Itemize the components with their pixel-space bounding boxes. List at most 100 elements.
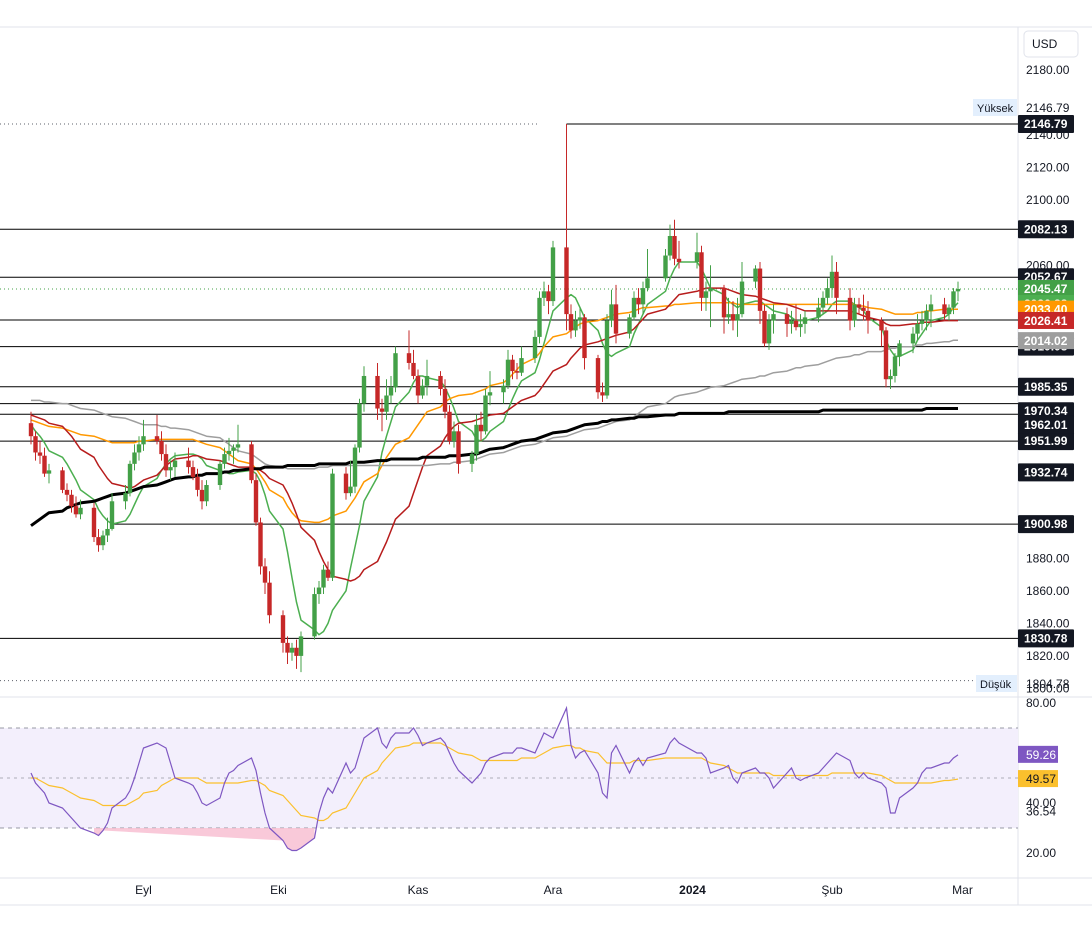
low-label: Düşük [980,679,1012,691]
price-axis[interactable]: 2180.002140.002120.002100.002060.001880.… [1026,63,1070,695]
price-badge-text: 2045.47 [1024,282,1068,296]
candle-body [199,489,205,502]
rsi-tick-label: 40.00 [1026,796,1056,810]
candle-body [667,236,673,256]
candle-body [294,647,299,656]
candle-body [847,297,853,321]
level-label-bg [1018,463,1074,482]
candle-body [267,582,272,616]
candle-body [613,304,619,334]
candle-body [280,615,286,643]
candlesticks[interactable] [28,124,961,673]
time-tick-label: Mar [952,883,973,897]
rsi-pane[interactable] [30,705,959,852]
time-tick-label: Eki [270,883,287,897]
candle-body [132,452,137,464]
candle-body [64,489,70,495]
rsi-ma-line [31,742,959,822]
candle-body [298,636,304,656]
candle-body [735,314,740,321]
candle-body [78,507,83,515]
candle-body [357,403,362,448]
time-axis[interactable]: Eyl Eki Kas Ara 2024 Şub Mar [135,883,973,897]
candle-body [676,258,682,263]
candle-body [91,507,97,538]
candle-body [136,444,142,453]
candle-body [222,454,227,464]
candle-body [325,569,331,578]
candle-body [699,252,704,298]
candle-body [438,375,443,389]
candle-body [186,460,191,468]
candle-body [766,320,772,344]
candle-body [537,297,542,337]
candle-body [217,463,223,486]
candle-body [636,297,641,305]
candle-body [505,359,511,386]
level-label-text: 1970.34 [1024,404,1068,418]
time-tick-label: Şub [821,883,843,897]
high-low-dotted-lines [0,123,1018,682]
rsi-ma-badge [1018,770,1058,788]
candle-body [352,447,358,487]
candle-body [406,353,412,363]
level-label-bg [1018,415,1074,434]
candle-body [541,291,547,298]
candle-body [550,247,556,302]
candle-body [946,307,952,315]
candle-body [195,476,200,490]
candle-body [442,388,448,412]
candle-body [375,375,380,409]
candle-body [384,395,389,412]
rsi-tick-label: 36.54 [1026,805,1056,819]
level-label-bg [1018,115,1074,134]
candle-body [825,288,830,298]
candle-body [546,291,551,302]
candle-body [865,310,871,321]
candle-body [348,486,353,494]
candle-body [721,288,727,318]
time-tick-label: Ara [544,883,563,897]
candle-body [478,424,484,432]
candle-body [955,288,961,292]
candle-body [388,387,394,396]
candle-body [577,317,583,321]
candle-body [343,473,349,494]
candle-body [942,304,947,315]
currency-button[interactable]: USD [1023,30,1079,58]
candle-body [645,278,650,289]
candle-body [253,480,259,523]
candle-body [532,336,538,359]
price-badge-text: 2026.41 [1024,314,1068,328]
candle-body [640,288,646,305]
candle-body [892,356,898,376]
candle-body [568,314,574,331]
rsi-band [0,727,1018,829]
candle-body [190,467,196,477]
candle-body [798,323,803,328]
candle-body [474,424,479,455]
rsi-ma-text: 49.57 [1026,772,1056,786]
level-label-text: 1932.74 [1024,465,1068,479]
candle-body [703,291,709,298]
candle-body [582,317,587,359]
candle-body [928,304,934,311]
high-marker: Yüksek 2146.79 [973,99,1070,116]
candle-body [924,310,929,321]
candle-body [379,408,385,412]
rsi-tick-label: 20.00 [1026,846,1056,860]
level-labels: 2146.792082.132052.672010.051985.351968.… [1018,115,1074,648]
candle-body [784,314,790,324]
candle-body [100,535,106,546]
candle-body [226,450,232,455]
rsi-band-fill [0,728,1018,828]
candle-body [141,436,146,445]
candle-body [172,460,178,468]
price-tick-label: 2120.00 [1026,161,1070,175]
currency-label: USD [1032,37,1058,51]
candle-body [109,501,115,529]
low-value: 1804.78 [1026,677,1070,691]
